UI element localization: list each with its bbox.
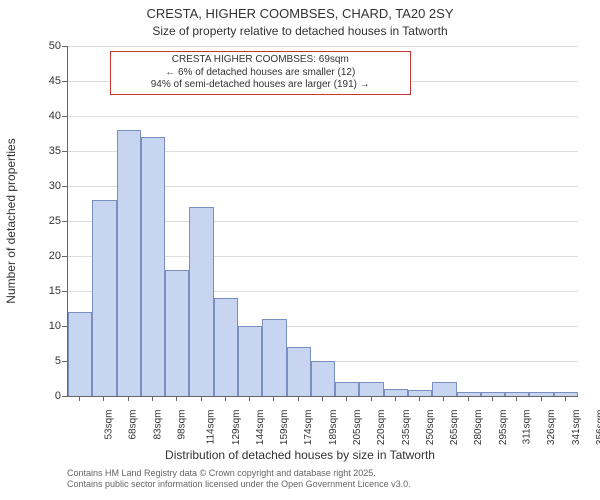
bar: [214, 298, 238, 396]
x-tick: [492, 396, 493, 401]
y-tick: [62, 221, 67, 222]
x-tick-label: 189sqm: [328, 410, 339, 446]
x-tick: [79, 396, 80, 401]
chart-title: CRESTA, HIGHER COOMBSES, CHARD, TA20 2SY: [0, 6, 600, 21]
y-tick-label: 15: [37, 285, 61, 297]
gridline: [68, 46, 578, 47]
x-tick-label: 235sqm: [401, 410, 412, 446]
x-tick-label: 53sqm: [104, 410, 115, 440]
x-tick-label: 220sqm: [376, 410, 387, 446]
x-tick-label: 356sqm: [595, 410, 600, 446]
x-tick-label: 280sqm: [474, 410, 485, 446]
x-tick: [273, 396, 274, 401]
y-tick-label: 10: [37, 320, 61, 332]
x-tick-label: 295sqm: [498, 410, 509, 446]
bar: [287, 347, 311, 396]
annotation-box: CRESTA HIGHER COOMBSES: 69sqm← 6% of det…: [110, 51, 411, 95]
y-tick: [62, 361, 67, 362]
x-tick-label: 114sqm: [206, 410, 217, 445]
y-tick: [62, 396, 67, 397]
y-tick-label: 40: [37, 110, 61, 122]
x-tick: [371, 396, 372, 401]
x-tick-label: 144sqm: [255, 410, 266, 446]
x-tick-label: 205sqm: [352, 410, 363, 446]
x-tick: [419, 396, 420, 401]
y-tick-label: 20: [37, 250, 61, 262]
y-tick: [62, 151, 67, 152]
footnote: Contains HM Land Registry data © Crown c…: [67, 468, 411, 491]
x-tick: [346, 396, 347, 401]
bar: [141, 137, 165, 396]
bar: [457, 392, 481, 396]
bar: [359, 382, 383, 396]
y-tick-label: 5: [37, 355, 61, 367]
x-axis-label: Distribution of detached houses by size …: [0, 448, 600, 462]
bar: [238, 326, 262, 396]
x-tick: [201, 396, 202, 401]
annotation-line: CRESTA HIGHER COOMBSES: 69sqm: [115, 54, 406, 67]
y-tick: [62, 256, 67, 257]
x-tick: [225, 396, 226, 401]
x-tick: [249, 396, 250, 401]
y-tick: [62, 291, 67, 292]
x-tick: [103, 396, 104, 401]
x-tick-label: 68sqm: [128, 410, 139, 440]
bar: [432, 382, 456, 396]
x-tick: [395, 396, 396, 401]
bar: [505, 392, 529, 396]
y-tick: [62, 116, 67, 117]
x-tick-label: 174sqm: [304, 410, 315, 446]
x-tick: [541, 396, 542, 401]
x-tick-label: 250sqm: [425, 410, 436, 446]
footnote-line: Contains public sector information licen…: [67, 479, 411, 490]
x-tick-label: 129sqm: [231, 410, 242, 446]
bar: [554, 392, 578, 396]
bar: [335, 382, 359, 396]
x-tick: [565, 396, 566, 401]
y-tick-label: 35: [37, 145, 61, 157]
page-root: CRESTA, HIGHER COOMBSES, CHARD, TA20 2SY…: [0, 0, 600, 500]
y-tick-label: 0: [37, 390, 61, 402]
bar: [92, 200, 116, 396]
chart-subtitle: Size of property relative to detached ho…: [0, 24, 600, 38]
y-tick-label: 25: [37, 215, 61, 227]
bar: [311, 361, 335, 396]
bar: [529, 392, 553, 396]
bar: [117, 130, 141, 396]
x-tick: [443, 396, 444, 401]
bar: [68, 312, 92, 396]
x-tick-label: 98sqm: [177, 410, 188, 440]
x-tick-label: 265sqm: [449, 410, 460, 446]
x-tick: [468, 396, 469, 401]
bar: [384, 389, 408, 396]
gridline: [68, 116, 578, 117]
y-tick: [62, 46, 67, 47]
x-tick-label: 311sqm: [521, 410, 532, 445]
x-tick: [516, 396, 517, 401]
y-tick-label: 50: [37, 40, 61, 52]
bar: [408, 390, 432, 396]
footnote-line: Contains HM Land Registry data © Crown c…: [67, 468, 411, 479]
annotation-line: ← 6% of detached houses are smaller (12): [115, 67, 406, 80]
x-tick: [152, 396, 153, 401]
y-tick: [62, 81, 67, 82]
y-tick: [62, 186, 67, 187]
bar: [262, 319, 286, 396]
y-tick-label: 30: [37, 180, 61, 192]
x-tick-label: 326sqm: [546, 410, 557, 446]
y-tick-label: 45: [37, 75, 61, 87]
bar: [165, 270, 189, 396]
x-tick: [322, 396, 323, 401]
x-tick: [176, 396, 177, 401]
x-tick: [298, 396, 299, 401]
x-tick-label: 341sqm: [571, 410, 582, 446]
x-tick-label: 83sqm: [152, 410, 163, 440]
x-tick-label: 159sqm: [279, 410, 290, 446]
x-tick: [128, 396, 129, 401]
y-axis-label: Number of detached properties: [4, 138, 18, 303]
bar: [189, 207, 213, 396]
y-tick: [62, 326, 67, 327]
chart-plot-area: CRESTA HIGHER COOMBSES: 69sqm← 6% of det…: [67, 46, 578, 397]
annotation-line: 94% of semi-detached houses are larger (…: [115, 79, 406, 92]
